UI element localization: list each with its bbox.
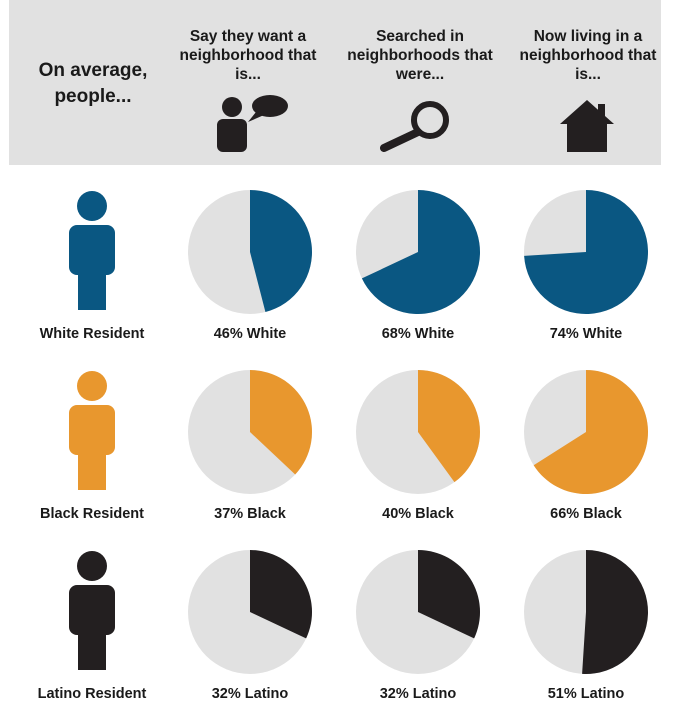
magnifying-glass-icon [380, 101, 449, 152]
header-band [9, 0, 661, 165]
house-icon [560, 100, 614, 152]
pie-data-label: 74% White [549, 326, 623, 342]
pie-slice [361, 190, 480, 314]
pie-chart [524, 370, 648, 494]
pie-data-label: 46% White [213, 326, 287, 342]
pie-data-label: 68% White [381, 326, 455, 342]
pie-chart [356, 190, 480, 314]
person-icon [69, 551, 115, 670]
pie-data-label: 37% Black [214, 506, 286, 522]
pie-chart [188, 550, 312, 674]
pie-slice [533, 370, 648, 494]
pie-chart [524, 550, 649, 674]
pie-chart [188, 190, 312, 314]
pie-data-label: 66% Black [550, 506, 622, 522]
speaking-person-icon [217, 95, 288, 152]
resident-label: Latino Resident [37, 686, 147, 702]
pie-slice [418, 550, 480, 639]
person-icon [69, 191, 115, 310]
pie-chart [524, 190, 648, 314]
resident-label: White Resident [39, 326, 145, 342]
pie-chart [356, 370, 480, 494]
resident-label: Black Resident [40, 506, 144, 522]
pie-chart [356, 550, 480, 674]
column-header-living: Now living in a neighborhood that is... [519, 28, 657, 83]
person-icon [69, 371, 115, 490]
pie-slice [418, 370, 480, 483]
pie-chart [188, 370, 312, 494]
header-lead: On average, people... [38, 60, 148, 107]
pie-slice [582, 550, 649, 674]
column-header-want: Say they want a neighborhood that is... [179, 28, 317, 83]
pie-data-label: 40% Black [382, 506, 454, 522]
pie-slice [250, 550, 312, 639]
pie-slice [250, 370, 312, 475]
pie-data-label: 32% Latino [379, 686, 457, 702]
pie-slice [524, 190, 648, 314]
pie-data-label: 32% Latino [211, 686, 289, 702]
column-header-searched: Searched in neighborhoods that were... [347, 28, 493, 83]
pie-slice [250, 190, 312, 313]
pie-data-label: 51% Latino [547, 686, 625, 702]
